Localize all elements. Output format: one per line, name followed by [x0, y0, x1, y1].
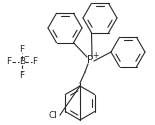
Text: B: B [19, 58, 25, 66]
Text: −: − [23, 54, 29, 60]
Text: +: + [92, 50, 98, 59]
Text: F: F [32, 58, 38, 66]
Text: F: F [19, 46, 24, 54]
Text: P: P [87, 55, 93, 65]
Text: F: F [7, 58, 12, 66]
Text: Cl: Cl [49, 110, 58, 120]
Text: F: F [19, 70, 24, 80]
